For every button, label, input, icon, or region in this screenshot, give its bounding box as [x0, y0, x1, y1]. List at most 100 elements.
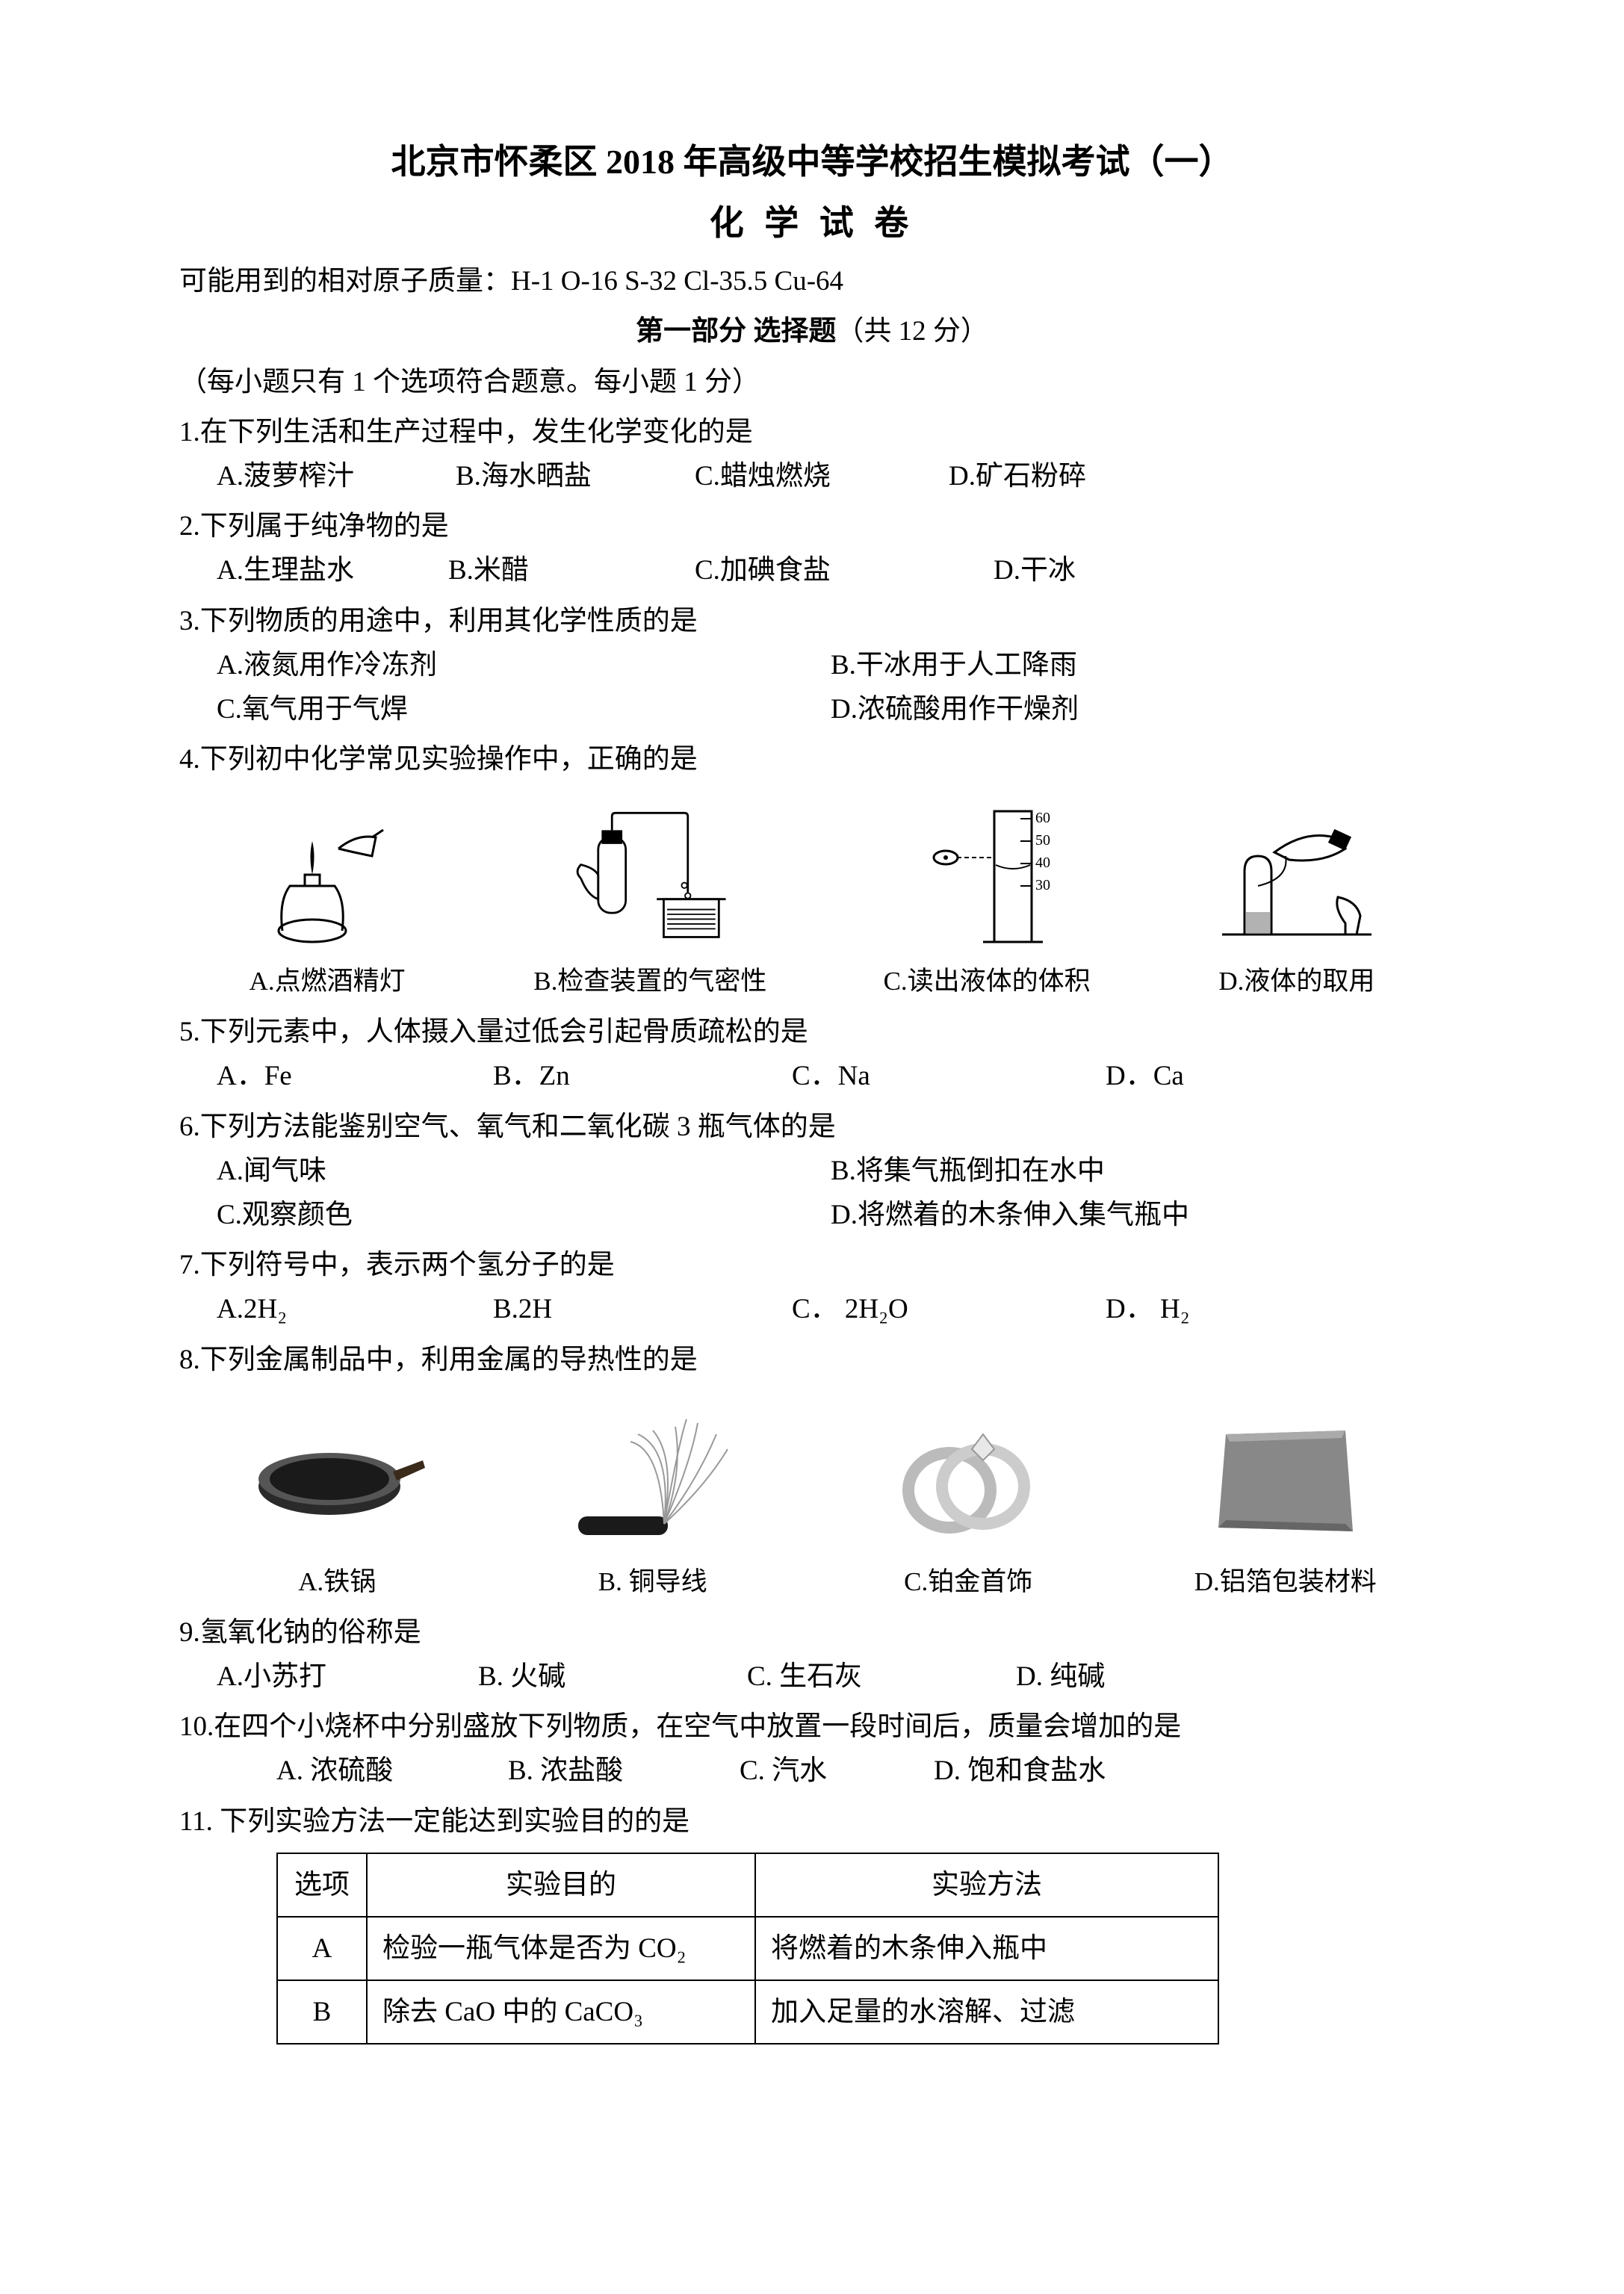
copper-wire-icon	[563, 1404, 743, 1554]
q6-option-c: C.观察颜色	[217, 1193, 831, 1237]
q9-stem: 9.氢氧化钠的俗称是	[179, 1611, 1445, 1655]
q9-option-b: B. 火碱	[478, 1655, 747, 1699]
q8-label-b: B. 铜导线	[598, 1561, 707, 1603]
q6-option-a: A.闻气味	[217, 1149, 831, 1193]
question-11: 11. 下列实验方法一定能达到实验目的的是 选项 实验目的 实验方法 A 检验一…	[179, 1799, 1445, 2045]
q2-option-a: A.生理盐水	[217, 548, 448, 592]
table-row: B 除去 CaO 中的 CaCO₃ 加入足量的水溶解、过滤	[277, 1980, 1218, 2044]
q11-b-option: B	[277, 1980, 367, 2044]
q8-label-d: D.铝箔包装材料	[1194, 1561, 1377, 1603]
q8-figure-b: B. 铜导线	[563, 1404, 743, 1603]
svg-text:60: 60	[1035, 810, 1050, 826]
question-4: 4.下列初中化学常见实验操作中，正确的是 A.点燃酒精灯	[179, 737, 1445, 1002]
q5-option-c: C．Na	[792, 1054, 1106, 1098]
q4-figure-b: B.检查装置的气密性	[533, 804, 766, 1002]
exam-title-main: 北京市怀柔区 2018 年高级中等学校招生模拟考试（一）	[179, 134, 1445, 190]
q10-stem: 10.在四个小烧杯中分别盛放下列物质，在空气中放置一段时间后，质量会增加的是	[179, 1705, 1445, 1749]
q1-stem: 1.在下列生活和生产过程中，发生化学变化的是	[179, 410, 1445, 454]
airtightness-check-icon	[560, 804, 740, 953]
q8-figure-c: C.铂金首饰	[878, 1404, 1058, 1603]
table-header-row: 选项 实验目的 实验方法	[277, 1853, 1218, 1917]
q7-option-b: B.2H	[493, 1287, 792, 1331]
q10-option-b: B. 浓盐酸	[508, 1749, 740, 1793]
q3-stem: 3.下列物质的用途中，利用其化学性质的是	[179, 599, 1445, 643]
q3-option-d: D.浓硫酸用作干燥剂	[831, 687, 1445, 731]
q4-stem: 4.下列初中化学常见实验操作中，正确的是	[179, 737, 1445, 781]
q4-label-c: C.读出液体的体积	[884, 961, 1091, 1002]
q3-option-a: A.液氮用作冷冻剂	[217, 643, 831, 687]
question-1: 1.在下列生活和生产过程中，发生化学变化的是 A.菠萝榨汁 B.海水晒盐 C.蜡…	[179, 410, 1445, 498]
q2-option-c: C.加碘食盐	[695, 548, 994, 592]
q2-option-b: B.米醋	[448, 548, 695, 592]
q10-option-d: D. 饱和食盐水	[934, 1749, 1106, 1793]
q11-a-option: A	[277, 1917, 367, 1980]
section-1-header: 第一部分 选择题（共 12 分）	[179, 309, 1445, 353]
q11-a-method: 将燃着的木条伸入瓶中	[755, 1917, 1218, 1980]
section-1-points: （共 12 分）	[836, 316, 988, 347]
q4-figure-c: 60 50 40 30 C.读出液体的体积	[884, 804, 1091, 1002]
question-3: 3.下列物质的用途中，利用其化学性质的是 A.液氮用作冷冻剂 B.干冰用于人工降…	[179, 599, 1445, 732]
exam-title-sub: 化 学 试 卷	[179, 196, 1445, 251]
read-cylinder-volume-icon: 60 50 40 30	[897, 804, 1076, 953]
table-row: A 检验一瓶气体是否为 CO₂ 将燃着的木条伸入瓶中	[277, 1917, 1218, 1980]
q4-figure-a: A.点燃酒精灯	[238, 804, 417, 1002]
q8-figure-a: A.铁锅	[247, 1404, 427, 1603]
q5-option-b: B．Zn	[493, 1054, 792, 1098]
q5-stem: 5.下列元素中，人体摄入量过低会引起骨质疏松的是	[179, 1010, 1445, 1054]
q5-option-d: D．Ca	[1106, 1054, 1184, 1098]
q1-option-a: A.菠萝榨汁	[217, 454, 456, 498]
q1-option-c: C.蜡烛燃烧	[695, 454, 949, 498]
q9-option-c: C. 生石灰	[747, 1655, 1016, 1699]
q9-option-a: A.小苏打	[217, 1655, 478, 1699]
q4-label-b: B.检查装置的气密性	[533, 961, 766, 1002]
q11-header-option: 选项	[277, 1853, 367, 1917]
question-7: 7.下列符号中，表示两个氢分子的是 A.2H₂ B.2H C． 2H₂O D． …	[179, 1243, 1445, 1331]
q2-stem: 2.下列属于纯净物的是	[179, 504, 1445, 548]
q8-figure-d: D.铝箔包装材料	[1194, 1404, 1377, 1603]
section-1-label: 第一部分 选择题	[636, 316, 836, 347]
q3-option-b: B.干冰用于人工降雨	[831, 643, 1445, 687]
q11-stem: 11. 下列实验方法一定能达到实验目的的是	[179, 1799, 1445, 1844]
q10-option-a: A. 浓硫酸	[276, 1749, 508, 1793]
q11-b-method: 加入足量的水溶解、过滤	[755, 1980, 1218, 2044]
q7-option-a: A.2H₂	[217, 1287, 493, 1331]
q11-header-purpose: 实验目的	[367, 1853, 755, 1917]
q4-label-d: D.液体的取用	[1218, 961, 1374, 1002]
q10-option-c: C. 汽水	[740, 1749, 934, 1793]
q1-option-d: D.矿石粉碎	[949, 454, 1086, 498]
q3-option-c: C.氧气用于气焊	[217, 687, 831, 731]
q9-option-d: D. 纯碱	[1016, 1655, 1105, 1699]
q7-stem: 7.下列符号中，表示两个氢分子的是	[179, 1243, 1445, 1287]
section-1-instruction: （每小题只有 1 个选项符合题意。每小题 1 分）	[179, 360, 1445, 404]
q7-option-d: D． H₂	[1106, 1287, 1190, 1331]
question-8: 8.下列金属制品中，利用金属的导热性的是 A.铁锅	[179, 1338, 1445, 1603]
liquid-pouring-icon	[1207, 804, 1386, 953]
iron-wok-icon	[247, 1404, 427, 1554]
aluminum-foil-icon	[1196, 1404, 1375, 1554]
q11-header-method: 实验方法	[755, 1853, 1218, 1917]
q8-label-c: C.铂金首饰	[904, 1561, 1032, 1603]
q5-option-a: A．Fe	[217, 1054, 493, 1098]
question-5: 5.下列元素中，人体摄入量过低会引起骨质疏松的是 A．Fe B．Zn C．Na …	[179, 1010, 1445, 1098]
q6-stem: 6.下列方法能鉴别空气、氧气和二氧化碳 3 瓶气体的是	[179, 1105, 1445, 1149]
alcohol-lamp-icon	[238, 804, 417, 953]
question-2: 2.下列属于纯净物的是 A.生理盐水 B.米醋 C.加碘食盐 D.干冰	[179, 504, 1445, 592]
svg-text:30: 30	[1035, 877, 1050, 893]
svg-text:50: 50	[1035, 832, 1050, 849]
q1-option-b: B.海水晒盐	[456, 454, 695, 498]
q4-label-a: A.点燃酒精灯	[250, 961, 406, 1002]
q6-option-b: B.将集气瓶倒扣在水中	[831, 1149, 1445, 1193]
q7-option-c: C． 2H₂O	[792, 1287, 1106, 1331]
q11-b-purpose: 除去 CaO 中的 CaCO₃	[367, 1980, 755, 2044]
platinum-ring-icon	[878, 1404, 1058, 1554]
question-6: 6.下列方法能鉴别空气、氧气和二氧化碳 3 瓶气体的是 A.闻气味 B.将集气瓶…	[179, 1105, 1445, 1238]
q6-option-d: D.将燃着的木条伸入集气瓶中	[831, 1193, 1445, 1237]
atomic-mass-line: 可能用到的相对原子质量：H-1 O-16 S-32 Cl-35.5 Cu-64	[179, 259, 1445, 303]
q2-option-d: D.干冰	[994, 548, 1076, 592]
svg-text:40: 40	[1035, 855, 1050, 871]
question-10: 10.在四个小烧杯中分别盛放下列物质，在空气中放置一段时间后，质量会增加的是 A…	[179, 1705, 1445, 1793]
q8-stem: 8.下列金属制品中，利用金属的导热性的是	[179, 1338, 1445, 1382]
q11-table: 选项 实验目的 实验方法 A 检验一瓶气体是否为 CO₂ 将燃着的木条伸入瓶中 …	[276, 1853, 1219, 2045]
q11-a-purpose: 检验一瓶气体是否为 CO₂	[367, 1917, 755, 1980]
q8-label-a: A.铁锅	[298, 1561, 376, 1603]
